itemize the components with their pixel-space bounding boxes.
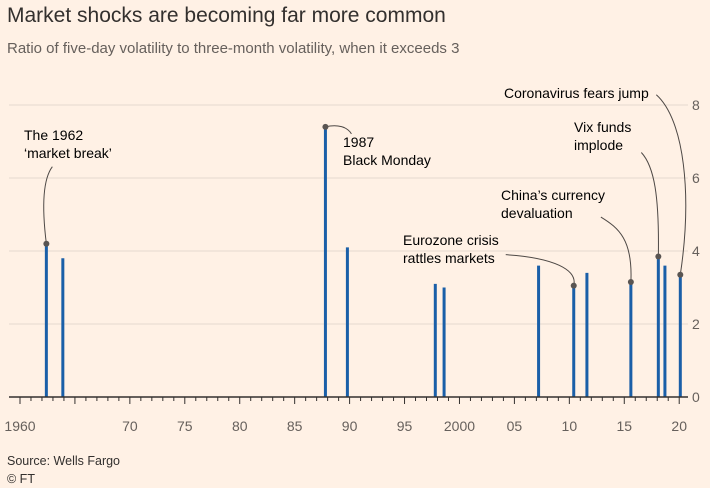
- annotation-label-5-line-2: implode: [574, 137, 623, 153]
- x-tick-label-1975: 75: [177, 418, 193, 434]
- y-tick-label-6: 6: [692, 170, 700, 186]
- annotation-dot-6: [677, 271, 684, 278]
- annotation-leader-5: [640, 152, 659, 257]
- annotation-label-6-line-1: Coronavirus fears jump: [504, 85, 649, 101]
- x-tick-label-1985: 85: [287, 418, 303, 434]
- source-text: Source: Wells Fargo: [7, 454, 121, 468]
- spike-series: [44, 126, 682, 397]
- annotation-label-3-line-2: rattles markets: [403, 250, 495, 266]
- annotation-label-2-line-2: Black Monday: [343, 152, 431, 168]
- annotation-dot-3: [570, 282, 577, 289]
- annotation-label-3-line-1: Eurozone crisis: [403, 232, 499, 248]
- annotation-label-1-line-1: The 1962: [24, 127, 83, 143]
- x-tick-label-1995: 95: [397, 418, 413, 434]
- x-tick-label-1960: 1960: [4, 418, 35, 434]
- annotation-leader-4: [600, 216, 632, 283]
- x-tick-label-2015: 15: [616, 418, 632, 434]
- y-tick-label-8: 8: [692, 97, 700, 113]
- annotation-dot-2: [322, 123, 329, 130]
- x-axis-ticks: 1960 70 75 80 85 90 95 2000 05 10 15 20: [4, 397, 687, 434]
- x-tick-label-2005: 05: [507, 418, 523, 434]
- source-note: Source: Wells Fargo © FT: [7, 452, 120, 488]
- annotation-label-5-line-1: Vix funds: [574, 119, 631, 135]
- chart-title: Market shocks are becoming far more comm…: [7, 4, 446, 27]
- x-tick-label-2000: 2000: [444, 418, 475, 434]
- x-tick-label-1980: 80: [232, 418, 248, 434]
- x-tick-label-2020: 20: [671, 418, 687, 434]
- x-tick-label-1990: 90: [342, 418, 358, 434]
- annotations: The 1962 ‘market break’ 1987 Black Monday Eu…: [24, 85, 687, 289]
- annotation-leader-2: [325, 125, 352, 135]
- y-tick-label-4: 4: [692, 243, 700, 259]
- annotation-label-2-line-1: 1987: [343, 134, 374, 150]
- annotation-label-1-line-2: ‘market break’: [24, 145, 112, 161]
- x-tick-label-2010: 10: [562, 418, 578, 434]
- annotation-leader-1: [43, 166, 53, 244]
- annotation-label-4-line-2: devaluation: [501, 205, 573, 221]
- annotation-leader-6: [655, 94, 687, 275]
- annotation-label-4-line-1: China’s currency: [501, 187, 605, 203]
- chart-subtitle: Ratio of five-day volatility to three-mo…: [7, 40, 460, 57]
- annotation-dot-5: [655, 253, 662, 260]
- annotation-dot-1: [43, 240, 50, 247]
- annotation-dot-4: [627, 279, 634, 286]
- ft-credit: © FT: [7, 472, 35, 486]
- x-tick-label-1970: 70: [122, 418, 138, 434]
- y-tick-label-0: 0: [692, 389, 700, 405]
- y-tick-label-2: 2: [692, 316, 700, 332]
- y-axis-ticks: 0 2 4 6 8: [692, 97, 700, 405]
- annotation-leader-3: [505, 254, 575, 286]
